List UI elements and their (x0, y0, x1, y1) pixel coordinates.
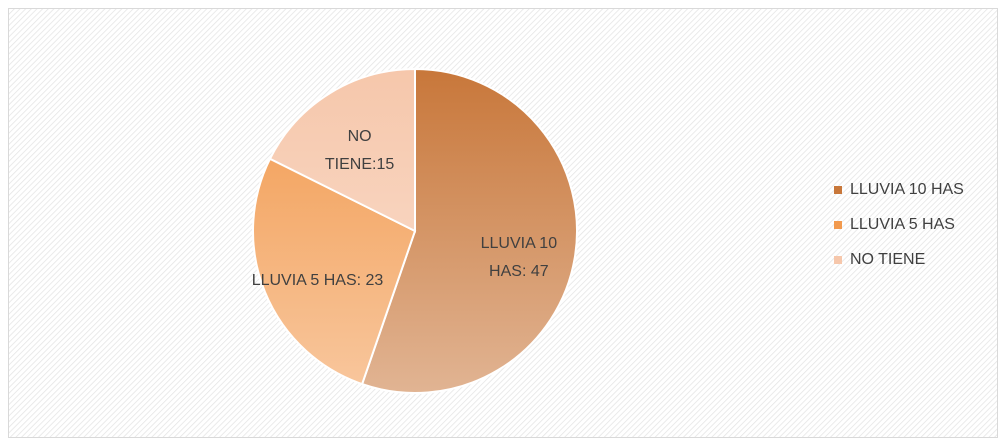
data-label: LLUVIA 10 HAS: 47 (480, 235, 558, 281)
data-label: LLUVIA 5 HAS: 23 (251, 271, 384, 289)
data-label: NO TIENE:15 (324, 128, 395, 174)
pie-slice (268, 67, 416, 233)
legend-swatch (834, 186, 842, 194)
legend-label: NO TIENE (850, 251, 925, 268)
legend-swatch (834, 221, 842, 229)
legend-swatch (834, 256, 842, 264)
pie-slice (252, 157, 417, 386)
legend-label: LLUVIA 5 HAS (850, 216, 955, 233)
legend-label: LLUVIA 10 HAS (850, 181, 964, 198)
